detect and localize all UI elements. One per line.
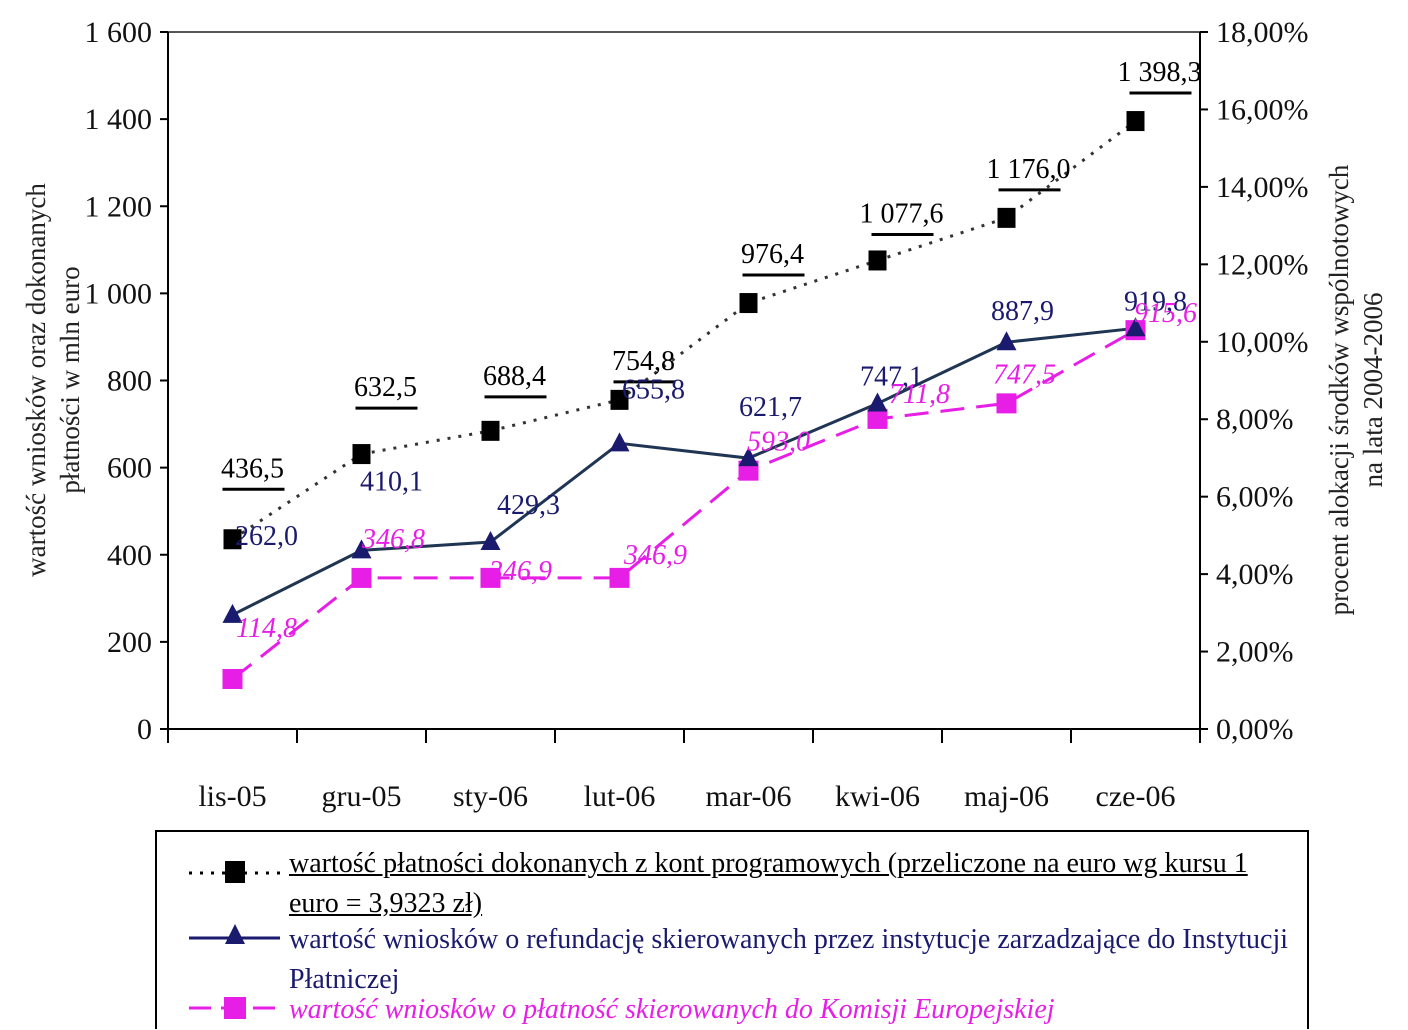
series-line-payments bbox=[231, 119, 1137, 541]
data-label-refund-requests: 429,3 bbox=[497, 490, 560, 521]
data-label-refund-requests: 655,8 bbox=[622, 374, 685, 405]
y2-tick-label: 4,00% bbox=[1216, 558, 1294, 591]
series-point-payments bbox=[997, 207, 1016, 228]
legend-label-commission-requests: wartość wniosków o płatność skierowanych… bbox=[289, 994, 1055, 1025]
data-label-payments: 632,5 bbox=[354, 372, 417, 403]
data-label-refund-requests: 410,1 bbox=[360, 466, 423, 497]
data-label-payments: 1 077,6 bbox=[860, 198, 944, 229]
series-point-payments bbox=[610, 389, 629, 410]
y-axis-title: wartość wniosków oraz dokonanych płatnośc… bbox=[21, 183, 85, 577]
data-label-refund-requests: 887,9 bbox=[991, 296, 1054, 327]
data-label-commission-requests: 711,8 bbox=[889, 379, 950, 410]
series-point-refund-requests bbox=[351, 539, 372, 559]
data-label-refund-requests: 262,0 bbox=[235, 521, 298, 552]
series-point-payments bbox=[739, 293, 758, 314]
series-point-payments bbox=[352, 444, 371, 465]
y2-axis-title: procent alokacji środków wspólnotowych na… bbox=[1324, 164, 1388, 615]
legend-symbol-commission-requests bbox=[189, 997, 280, 1019]
y-tick-label: 1 400 bbox=[85, 103, 153, 136]
y2-tick-label: 2,00% bbox=[1216, 636, 1294, 669]
y2-tick-label: 18,00% bbox=[1216, 16, 1309, 49]
data-label-refund-requests: 747,1 bbox=[860, 362, 923, 393]
y2-tick-label: 6,00% bbox=[1216, 481, 1294, 514]
data-label-commission-requests: 747,5 bbox=[993, 359, 1056, 390]
x-tick-label: mar-06 bbox=[705, 780, 791, 813]
y-tick-label: 800 bbox=[107, 365, 152, 398]
series-point-commission-requests bbox=[996, 393, 1017, 414]
y2-tick-label: 10,00% bbox=[1216, 326, 1309, 359]
series-point-payments bbox=[223, 529, 242, 550]
legend-label-refund-requests: wartość wniosków o refundację skierowany… bbox=[289, 924, 1289, 995]
x-tick-label: sty-06 bbox=[453, 780, 528, 813]
data-label-payments: 1 398,3 bbox=[1118, 57, 1202, 88]
y-tick-label: 1 600 bbox=[85, 16, 153, 49]
data-label-payments: 754,8 bbox=[612, 346, 675, 377]
data-label-payments: 688,4 bbox=[483, 361, 546, 392]
series-point-refund-requests bbox=[867, 392, 888, 412]
series-point-refund-requests bbox=[609, 432, 630, 452]
legend-symbol-refund-requests bbox=[189, 924, 280, 944]
series-point-refund-requests bbox=[738, 447, 759, 467]
series-point-refund-requests bbox=[480, 530, 501, 550]
data-label-commission-requests: 593,0 bbox=[747, 427, 810, 458]
y-tick-label: 200 bbox=[107, 626, 152, 659]
data-label-commission-requests: 915,6 bbox=[1134, 298, 1197, 329]
x-tick-label: lut-06 bbox=[584, 780, 656, 813]
series-point-payments bbox=[481, 420, 500, 441]
series-line-refund-requests bbox=[231, 326, 1136, 617]
series-point-commission-requests bbox=[480, 567, 501, 588]
series-line-commission-requests bbox=[231, 328, 1137, 681]
y-tick-label: 600 bbox=[107, 452, 152, 485]
series-point-refund-requests bbox=[222, 603, 243, 623]
series-point-payments bbox=[1126, 111, 1145, 132]
legend: wartość płatności dokonanych z kont prog… bbox=[155, 830, 1309, 1029]
series-point-commission-requests bbox=[222, 668, 243, 689]
data-label-refund-requests: 621,7 bbox=[739, 392, 802, 423]
y-tick-label: 1 200 bbox=[85, 190, 153, 223]
data-label-commission-requests: 114,8 bbox=[236, 613, 297, 644]
legend-label-payments: wartość płatności dokonanych z kont prog… bbox=[289, 848, 1248, 919]
x-tick-label: cze-06 bbox=[1096, 780, 1176, 813]
data-label-payments: 436,5 bbox=[221, 453, 284, 484]
data-label-refund-requests: 919,8 bbox=[1124, 286, 1187, 317]
y2-tick-label: 8,00% bbox=[1216, 403, 1294, 436]
data-label-payments: 1 176,0 bbox=[987, 154, 1071, 185]
series-point-commission-requests bbox=[351, 567, 372, 588]
data-label-commission-requests: 346,9 bbox=[623, 540, 687, 571]
series-point-payments bbox=[868, 250, 887, 271]
x-tick-label: maj-06 bbox=[964, 780, 1049, 813]
data-label-commission-requests: 346,8 bbox=[361, 524, 425, 555]
x-tick-label: kwi-06 bbox=[835, 780, 920, 813]
x-tick-label: lis-05 bbox=[198, 780, 266, 813]
series-point-refund-requests bbox=[1125, 317, 1146, 337]
series-point-commission-requests bbox=[867, 408, 888, 429]
y-tick-label: 0 bbox=[137, 713, 152, 746]
y2-tick-label: 12,00% bbox=[1216, 248, 1309, 281]
series-point-commission-requests bbox=[609, 567, 630, 588]
chart-svg: 0 200 400 600 800 1 000 1 200 1 400 1 600 0,00% 2,… bbox=[21, 16, 1388, 813]
y2-tick-label: 14,00% bbox=[1216, 171, 1309, 204]
series-point-refund-requests bbox=[996, 331, 1017, 351]
y-tick-label: 400 bbox=[107, 539, 152, 572]
y2-tick-label: 16,00% bbox=[1216, 93, 1309, 126]
legend-symbol-payments bbox=[189, 861, 280, 883]
data-label-payments: 976,4 bbox=[741, 239, 804, 270]
y2-tick-label: 0,00% bbox=[1216, 713, 1294, 746]
x-tick-label: gru-05 bbox=[322, 780, 402, 813]
y-tick-label: 1 000 bbox=[85, 277, 153, 310]
data-label-commission-requests: 346,9 bbox=[488, 556, 552, 587]
